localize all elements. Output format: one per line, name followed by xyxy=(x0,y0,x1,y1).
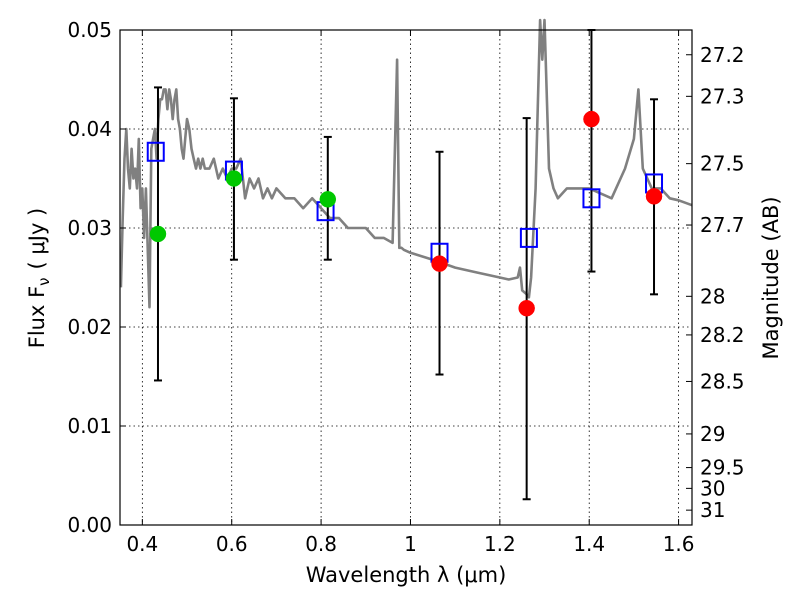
data-markers xyxy=(146,110,664,317)
right-tick-label: 31 xyxy=(700,498,725,522)
data-point-marker xyxy=(149,225,167,243)
plot-frame xyxy=(119,29,693,526)
model-square-marker xyxy=(146,141,165,162)
y-tick-label: 0.02 xyxy=(67,315,112,339)
error-bars xyxy=(153,29,659,501)
y-tick-label: 0.04 xyxy=(67,117,112,141)
y-axis-label: Flux Fν ( μJy ) xyxy=(25,208,53,349)
x-tick-label: 0.6 xyxy=(216,532,248,556)
axis-ticks: 0.4 0.6 0.8 1 1.2 1.4 1.6 0.00 0.01 0.02 0.03 0.04 0… xyxy=(67,18,744,556)
grid-lines xyxy=(120,29,692,526)
x-tick-label: 1.6 xyxy=(663,532,695,556)
x-tick-label: 1.2 xyxy=(484,532,516,556)
right-tick-label: 27.7 xyxy=(700,213,745,237)
model-square-marker xyxy=(582,188,601,209)
data-point-marker xyxy=(431,255,448,272)
data-point-marker xyxy=(319,191,337,208)
y-tick-label: 0.05 xyxy=(67,18,112,42)
y-axis-label-unit: ( μJy ) xyxy=(25,208,49,270)
right-tick-label: 29.5 xyxy=(700,456,745,480)
data-point-marker xyxy=(583,110,600,128)
x-tick-label: 0.8 xyxy=(305,532,337,556)
right-tick-label: 30 xyxy=(700,476,725,500)
right-tick-label: 28.2 xyxy=(700,323,745,347)
right-tick-label: 28 xyxy=(700,284,725,308)
right-tick-label: 29 xyxy=(700,422,725,446)
right-axis-label: Magnitude (AB) xyxy=(759,196,783,359)
x-axis-label: Wavelength λ (μm) xyxy=(306,563,507,587)
model-spectrum xyxy=(119,18,693,309)
x-tick-label: 1.4 xyxy=(573,532,605,556)
right-tick-label: 27.2 xyxy=(700,43,745,67)
y-axis-label-main: Flux F xyxy=(25,286,49,348)
right-tick-label: 27.3 xyxy=(700,84,745,108)
data-point-marker xyxy=(518,299,535,317)
y-axis-label-sub: ν xyxy=(35,277,53,285)
x-tick-label: 1 xyxy=(404,532,417,556)
model-square-marker xyxy=(519,227,538,248)
x-tick-label: 0.4 xyxy=(126,532,158,556)
spectrum-line xyxy=(119,18,693,309)
data-point-marker xyxy=(645,188,663,205)
y-tick-label: 0.03 xyxy=(67,216,112,240)
right-tick-label: 28.5 xyxy=(700,369,745,393)
y-tick-label: 0.01 xyxy=(67,414,112,438)
right-tick-label: 27.5 xyxy=(700,152,745,176)
data-point-marker xyxy=(225,170,243,187)
y-tick-label: 0.00 xyxy=(67,513,112,537)
